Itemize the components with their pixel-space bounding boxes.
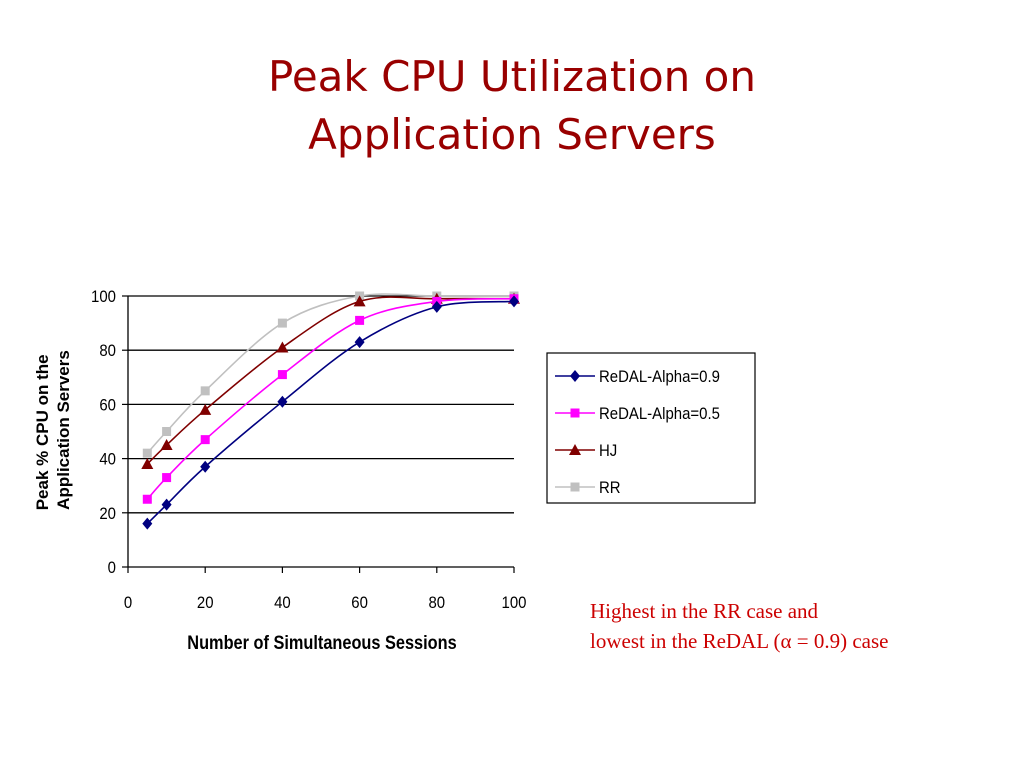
- y-tick-label-60: 60: [99, 397, 116, 415]
- series-2-point-0: [141, 458, 154, 470]
- series-3-point-0: [142, 448, 152, 458]
- series-3: [142, 291, 519, 458]
- series-2: [141, 292, 520, 470]
- series-2-point-1: [160, 439, 173, 451]
- y-axis-label: Peak % CPU on the Application Servers: [33, 350, 73, 511]
- x-tick-label-0: 0: [124, 594, 132, 612]
- y-axis-label-line-1: Peak % CPU on the: [33, 354, 52, 510]
- legend-marker-0: [570, 370, 580, 382]
- slide-title-line-2: Application Servers: [308, 110, 716, 159]
- x-tick-label-100: 100: [502, 594, 527, 612]
- series-0-point-1: [161, 498, 172, 511]
- legend: ReDAL-Alpha=0.9 ReDAL-Alpha=0.5 HJ RR: [546, 352, 756, 504]
- series-1-point-0: [142, 494, 152, 504]
- series-0-point-4: [354, 336, 365, 349]
- series-3-point-3: [277, 318, 287, 328]
- y-tick-label-0: 0: [108, 559, 116, 577]
- series-0: [142, 295, 519, 530]
- y-tick-label-20: 20: [99, 505, 116, 523]
- legend-label-2: HJ: [599, 442, 617, 460]
- legend-label-0: ReDAL-Alpha=0.9: [599, 368, 720, 386]
- legend-label-3: RR: [599, 479, 621, 497]
- caption-line-1: Highest in the RR case and: [590, 599, 819, 623]
- x-tick-label-20: 20: [197, 594, 214, 612]
- legend-marker-2: [569, 444, 581, 455]
- x-axis-label: Number of Simultaneous Sessions: [187, 632, 457, 653]
- series-1-point-4: [355, 315, 365, 325]
- series-0-point-5: [431, 300, 442, 313]
- series-line-3: [146, 293, 514, 454]
- series-1-point-2: [200, 435, 210, 445]
- series-3-point-2: [200, 386, 210, 396]
- slide-title: Peak CPU Utilization on Application Serv…: [0, 48, 1024, 164]
- series-0-point-3: [277, 395, 288, 408]
- slide-title-line-1: Peak CPU Utilization on: [268, 52, 756, 101]
- series-2-point-3: [276, 341, 289, 353]
- x-tick-label-80: 80: [428, 594, 445, 612]
- y-tick-label-40: 40: [99, 451, 116, 469]
- series-2-point-4: [353, 295, 366, 307]
- series-2-point-2: [199, 403, 212, 415]
- grid-lines: [128, 295, 514, 514]
- series-0-point-6: [509, 295, 519, 308]
- series-0-point-0: [142, 517, 153, 530]
- chart-caption: Highest in the RR case and lowest in the…: [590, 596, 889, 656]
- axes: 0 20 40 60 80 100 0 20 40 60 80 100: [91, 288, 527, 612]
- y-axis-label-line-2: Application Servers: [54, 350, 73, 510]
- legend-marker-3: [570, 482, 580, 492]
- x-tick-label-60: 60: [351, 594, 368, 612]
- legend-box: [546, 352, 756, 504]
- legend-label-1: ReDAL-Alpha=0.5: [599, 405, 720, 423]
- series-1-point-1: [162, 473, 172, 483]
- data-series: [141, 291, 520, 530]
- series-0-point-2: [200, 460, 211, 473]
- caption-line-2: lowest in the ReDAL (α = 0.9) case: [590, 629, 889, 653]
- x-tick-label-40: 40: [274, 594, 291, 612]
- y-tick-label-100: 100: [91, 288, 116, 306]
- y-tick-label-80: 80: [99, 342, 116, 360]
- series-3-point-1: [162, 427, 172, 436]
- series-1-point-3: [277, 370, 287, 380]
- legend-marker-1: [570, 408, 580, 418]
